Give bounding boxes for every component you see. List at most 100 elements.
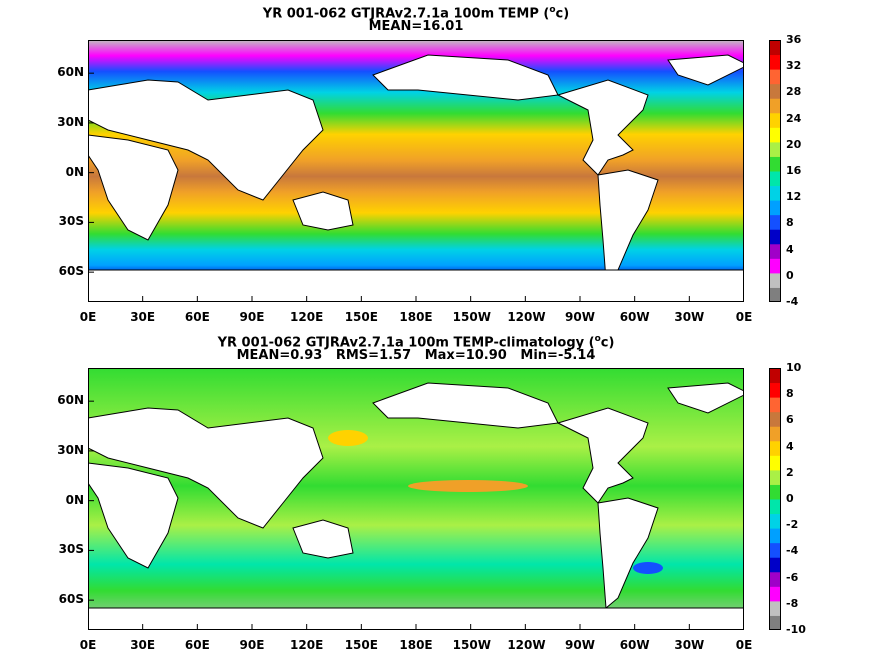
p1-y-tick-label: 30N <box>57 114 84 129</box>
p1-x-tick-label: 0E <box>79 310 97 324</box>
p2-x-tick-label: 30E <box>130 638 156 652</box>
p1-colorbar-swatch <box>769 141 781 157</box>
panel1-title: YR 001-062 GTJRAv2.7.1a 100m TEMP (oc) <box>262 5 570 22</box>
p2-y-tick-label: 60N <box>57 393 84 408</box>
p2-colorbar-tick-label: -4 <box>786 544 799 558</box>
panel2-equatorial-anomaly <box>408 480 528 492</box>
p1-colorbar-frame <box>769 40 781 302</box>
panel2-subtitle: MEAN=0.93 RMS=1.57 Max=10.90 Min=-5.14 <box>236 348 596 363</box>
p1-colorbar-swatch <box>769 185 781 201</box>
p2-colorbar-tick-label: -6 <box>786 570 799 584</box>
p2-x-tick-label: 0E <box>79 638 97 652</box>
p2-colorbar-tick-label: 8 <box>786 387 794 401</box>
p2-colorbar-swatch <box>769 426 781 442</box>
panel1-land <box>88 54 744 302</box>
p1-colorbar-swatch <box>769 243 781 259</box>
panel2-colorbar <box>769 368 781 630</box>
p2-colorbar-swatch <box>769 484 781 500</box>
panel2-southatlantic-anomaly <box>633 562 663 574</box>
p1-x-tick-label: 90W <box>565 310 595 324</box>
p1-colorbar-swatch <box>769 287 781 302</box>
panel1-map <box>88 40 744 302</box>
panel2-kuroshio-anomaly <box>328 430 368 446</box>
p1-colorbar-tick-label: 4 <box>786 242 794 256</box>
p2-colorbar-tick-label: 4 <box>786 439 794 453</box>
p2-y-tick-label: 60S <box>58 592 84 607</box>
p2-colorbar-swatch <box>769 571 781 587</box>
p1-x-tick-label: 150W <box>452 310 491 324</box>
p2-colorbar-swatch <box>769 440 781 456</box>
p2-colorbar-swatch <box>769 615 781 630</box>
p1-colorbar-tick-label: 20 <box>786 137 802 151</box>
p2-colorbar-swatch <box>769 499 781 515</box>
p2-x-tick-label: 0E <box>735 638 753 652</box>
panel1-colorbar <box>769 40 781 302</box>
panel2-title: YR 001-062 GTJRAv2.7.1a 100m TEMP-climat… <box>217 334 615 351</box>
p1-colorbar-tick-label: 24 <box>786 111 802 125</box>
p1-x-tick-label: 30W <box>674 310 705 324</box>
p2-x-tick-label: 120E <box>290 638 324 652</box>
p1-y-tick-label: 60N <box>57 65 84 80</box>
p2-colorbar-swatch <box>769 586 781 602</box>
p1-colorbar-swatch <box>769 69 781 85</box>
p1-colorbar-swatch <box>769 156 781 172</box>
p1-x-tick-label: 30E <box>130 310 156 324</box>
p1-colorbar-swatch <box>769 200 781 216</box>
p1-colorbar-tick-label: 8 <box>786 216 794 230</box>
p1-colorbar-swatch <box>769 272 781 288</box>
p1-colorbar-tick-label: -4 <box>786 295 799 308</box>
p1-colorbar-swatch <box>769 229 781 245</box>
p1-colorbar-tick-label: 32 <box>786 59 802 73</box>
p1-colorbar-swatch <box>769 127 781 143</box>
p2-colorbar-tick-label: -10 <box>786 623 806 636</box>
p2-colorbar-swatch <box>769 557 781 573</box>
p2-colorbar-swatch <box>769 411 781 427</box>
p2-colorbar-frame <box>769 368 781 630</box>
p2-colorbar-swatch <box>769 600 781 616</box>
p1-colorbar-swatch <box>769 83 781 99</box>
p1-x-tick-label: 60E <box>184 310 210 324</box>
p2-colorbar-tick-label: 10 <box>786 361 802 374</box>
p2-x-tick-label: 150W <box>452 638 491 652</box>
p2-colorbar-tick-label: -2 <box>786 518 799 532</box>
p1-colorbar-tick-label: 28 <box>786 85 802 99</box>
p2-colorbar-swatch <box>769 542 781 558</box>
p1-colorbar-tick-label: 16 <box>786 164 802 177</box>
p2-x-tick-label: 90W <box>565 638 595 652</box>
p1-colorbar-tick-label: 0 <box>786 268 794 282</box>
p1-colorbar-swatch <box>769 258 781 274</box>
p2-colorbar-tick-label: 0 <box>786 492 794 505</box>
p2-colorbar-swatch <box>769 528 781 544</box>
p2-colorbar-swatch <box>769 455 781 471</box>
p2-colorbar-tick-label: 6 <box>786 413 794 427</box>
p2-colorbar-swatch <box>769 368 781 384</box>
p2-x-tick-label: 150E <box>344 638 378 652</box>
p1-x-tick-label: 150E <box>344 310 378 324</box>
p1-colorbar-swatch <box>769 112 781 128</box>
p2-y-tick-label: 30N <box>57 442 84 457</box>
p1-colorbar-swatch <box>769 54 781 70</box>
p1-colorbar-swatch <box>769 40 781 56</box>
p1-x-tick-label: 0E <box>735 310 753 324</box>
p2-x-tick-label: 180E <box>399 638 433 652</box>
p1-x-tick-label: 120W <box>507 310 546 324</box>
p2-y-tick-label: 30S <box>58 542 84 557</box>
p2-x-tick-label: 120W <box>507 638 546 652</box>
p1-x-tick-label: 180E <box>399 310 433 324</box>
p1-colorbar-swatch <box>769 214 781 230</box>
p1-y-tick-label: 0N <box>65 164 84 179</box>
p1-y-tick-label: 30S <box>58 214 84 229</box>
panel1-subtitle: MEAN=16.01 <box>368 19 464 34</box>
p2-colorbar-swatch <box>769 382 781 398</box>
p2-colorbar-tick-label: 2 <box>786 465 794 479</box>
p2-x-tick-label: 60E <box>184 638 210 652</box>
p2-colorbar-swatch <box>769 513 781 529</box>
panel2-map <box>88 368 744 630</box>
p2-x-tick-label: 30W <box>674 638 705 652</box>
p1-colorbar-swatch <box>769 171 781 187</box>
p2-x-tick-label: 90E <box>239 638 265 652</box>
p1-y-tick-label: 60S <box>58 264 84 279</box>
p1-x-tick-label: 60W <box>619 310 650 324</box>
p2-y-tick-label: 0N <box>65 492 84 507</box>
p1-x-tick-label: 90E <box>239 310 265 324</box>
